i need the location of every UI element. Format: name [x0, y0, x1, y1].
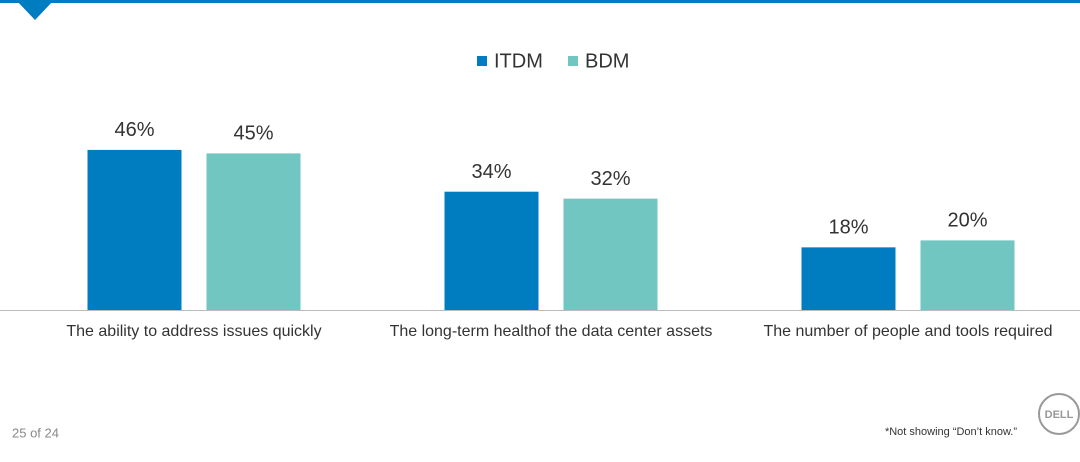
value-label: 32% — [590, 168, 630, 190]
legend-label: ITDM — [494, 50, 543, 72]
value-label: 20% — [947, 210, 987, 232]
value-label: 18% — [828, 217, 868, 239]
bar — [801, 247, 896, 310]
legend-swatch — [477, 56, 487, 66]
logo-ring — [1038, 393, 1080, 435]
value-label: 34% — [471, 161, 511, 183]
bar — [206, 153, 301, 310]
value-label: 46% — [114, 119, 154, 141]
bar — [444, 191, 539, 310]
logo: DELL — [1045, 409, 1074, 421]
legend-label: BDM — [585, 50, 629, 72]
bar — [87, 149, 182, 310]
category-label: The ability to address issues quickly — [66, 323, 321, 340]
bar — [563, 198, 658, 310]
page-number: 25 of 24 — [12, 425, 59, 440]
top-marker — [16, 0, 54, 20]
value-label: 45% — [233, 123, 273, 145]
category-label: The number of people and tools required — [763, 323, 1052, 340]
category-label: The long-term healthof the data center a… — [390, 323, 713, 340]
legend-swatch — [568, 56, 578, 66]
bar — [920, 240, 1015, 310]
footnote: *Not showing “Don’t know.” — [885, 426, 1017, 438]
